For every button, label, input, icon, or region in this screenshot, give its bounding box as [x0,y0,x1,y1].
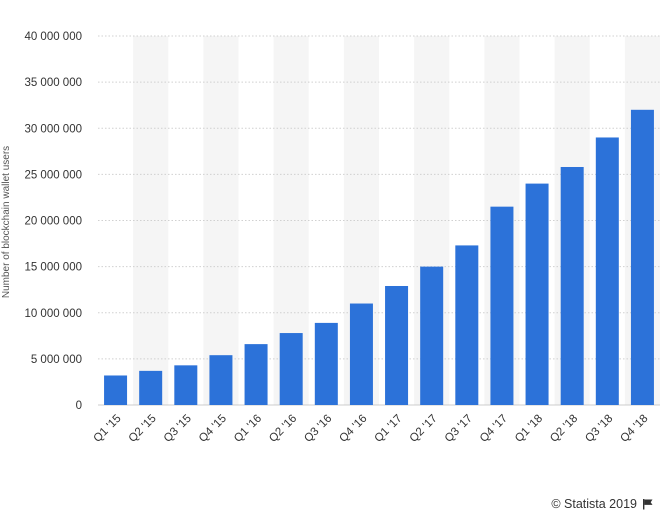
x-tick-label: Q1 '18 [513,413,545,445]
y-tick-label: 10 000 000 [24,308,82,320]
bar[interactable] [490,206,514,405]
bar[interactable] [455,245,479,405]
bar[interactable] [244,344,268,405]
bar[interactable] [174,365,198,405]
x-tick-label: Q2 '17 [408,413,440,445]
source-credit: © Statista 2019 [551,497,654,511]
bar[interactable] [385,285,409,405]
bars [104,109,654,406]
x-tick-label: Q3 '16 [302,413,334,445]
bar[interactable] [314,322,338,405]
flag-icon[interactable] [642,498,654,510]
x-tick-label: Q1 '16 [232,413,264,445]
y-axis-ticks: 0 5 000 000 10 000 000 15 000 000 20 000 000… [24,31,82,412]
x-tick-label: Q3 '17 [443,413,475,445]
bar[interactable] [104,375,128,405]
x-tick-label: Q1 '15 [91,413,123,445]
x-tick-label: Q2 '16 [267,413,299,445]
x-tick-label: Q3 '18 [583,413,615,445]
credit-text: © Statista 2019 [551,497,637,511]
bar[interactable] [209,355,233,405]
bar[interactable] [560,166,584,405]
x-tick-label: Q2 '18 [548,413,580,445]
x-axis-ticks: Q1 '15 Q2 '15 Q3 '15 Q4 '15 Q1 '16 Q2 '16 Q3 '… [91,413,650,445]
bar[interactable] [349,303,373,405]
x-tick-label: Q2 '15 [127,413,159,445]
y-tick-label: 35 000 000 [24,77,82,89]
y-axis-label: Number of blockchain wallet users [1,146,12,298]
x-tick-label: Q4 '16 [337,413,369,445]
x-tick-label: Q4 '17 [478,413,510,445]
bar[interactable] [595,137,619,405]
y-tick-label: 25 000 000 [24,169,82,181]
y-tick-label: 5 000 000 [31,354,82,366]
y-tick-label: 0 [76,400,82,412]
x-tick-label: Q1 '17 [372,413,404,445]
bar[interactable] [630,109,654,406]
x-tick-label: Q3 '15 [162,413,194,445]
y-tick-label: 40 000 000 [24,31,82,43]
bar[interactable] [420,266,444,405]
bar[interactable] [525,183,549,405]
y-tick-label: 15 000 000 [24,262,82,274]
bar[interactable] [139,370,163,405]
y-tick-label: 30 000 000 [24,123,82,135]
y-tick-label: 20 000 000 [24,216,82,228]
x-tick-label: Q4 '18 [618,413,650,445]
bar[interactable] [279,333,303,405]
x-tick-label: Q4 '15 [197,413,229,445]
